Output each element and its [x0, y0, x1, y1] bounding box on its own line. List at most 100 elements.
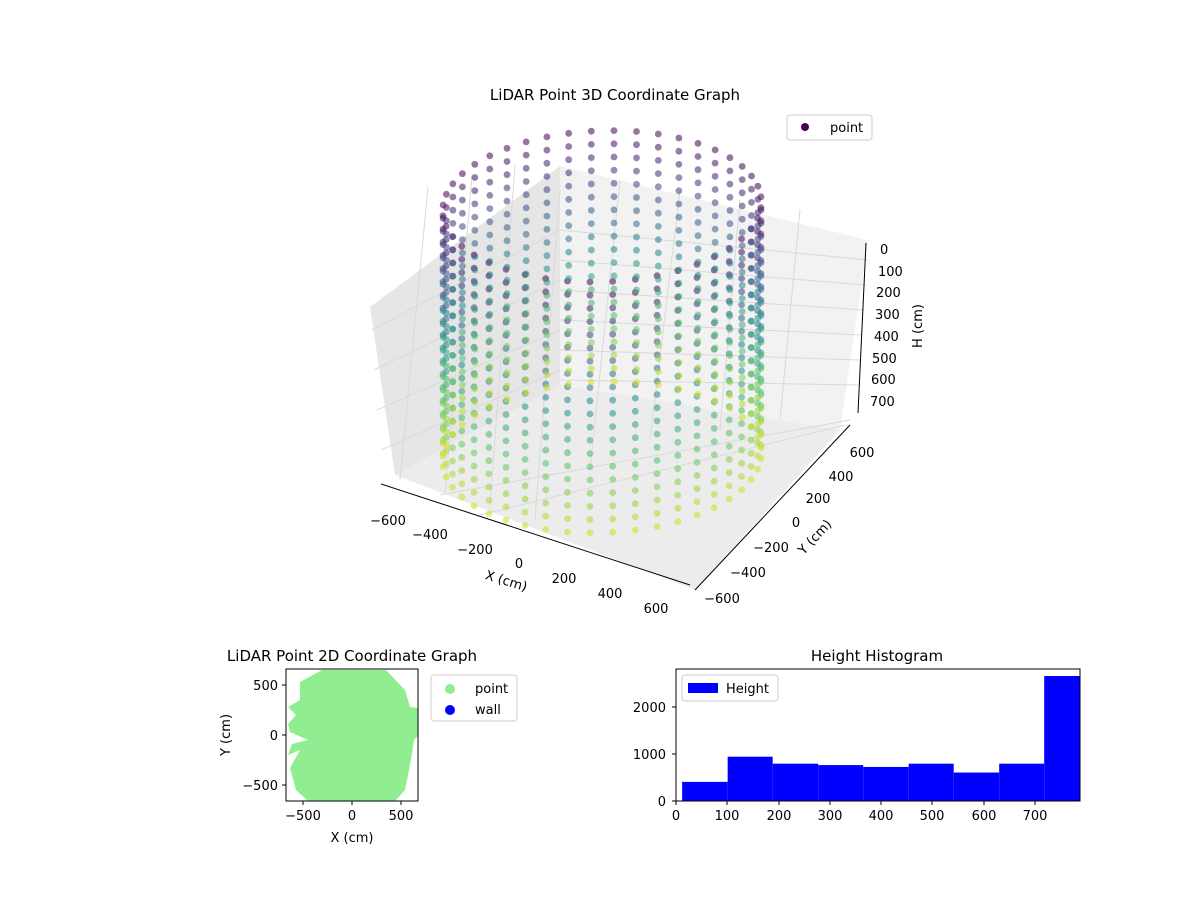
scan-point: [459, 223, 466, 230]
scan-point: [471, 160, 479, 168]
scan-point: [711, 225, 719, 233]
scan-point: [694, 153, 702, 160]
scan-point: [710, 411, 718, 419]
scan-point: [726, 167, 734, 175]
scan-point: [586, 344, 594, 352]
scan-point: [694, 364, 702, 372]
scan-point: [738, 361, 746, 368]
scan-point: [694, 351, 702, 358]
scan-point: [443, 375, 450, 383]
legend-label-wall: wall: [475, 703, 501, 718]
scan-point: [609, 317, 617, 325]
scan-point: [449, 193, 457, 201]
scan-point: [543, 291, 551, 299]
scan-point: [503, 263, 511, 271]
scan-point: [694, 166, 702, 174]
scan-point: [609, 476, 617, 483]
scan-point: [565, 195, 573, 203]
scan-point: [503, 303, 511, 311]
scan-point: [738, 486, 745, 494]
scan-point: [587, 259, 595, 267]
scan-point: [586, 305, 594, 312]
scan-point: [564, 462, 571, 470]
scan-point: [503, 158, 511, 165]
scan-point: [653, 523, 661, 530]
scan-point: [711, 384, 719, 391]
histogram-bar: [953, 772, 1000, 801]
scan-point: [693, 498, 701, 506]
point-cloud-2d: [288, 670, 418, 801]
scan-point: [502, 477, 510, 484]
scan-point: [543, 199, 551, 207]
scan-point: [486, 284, 494, 292]
scan-point: [633, 180, 640, 188]
scan-point: [754, 209, 762, 217]
scan-point: [609, 278, 617, 285]
histogram-bar: [1044, 675, 1080, 801]
y-tick-label: 0: [658, 795, 666, 810]
scan-point: [693, 485, 701, 493]
scan-point: [522, 191, 530, 199]
scan-point: [485, 430, 493, 438]
scan-point: [503, 237, 511, 245]
scan-point: [654, 328, 662, 336]
scan-point: [675, 385, 683, 393]
scan-point: [459, 262, 466, 270]
scan-point: [503, 276, 511, 284]
scan-point: [471, 187, 479, 195]
scan-point: [470, 462, 478, 470]
scan-point: [443, 204, 450, 211]
x-axis-line: [380, 483, 691, 586]
scan-point: [725, 469, 733, 477]
scan-point: [694, 219, 702, 226]
y-tick-label: −200: [753, 541, 789, 556]
scan-point: [694, 179, 702, 187]
scan-point: [754, 328, 762, 335]
scan-point: [675, 266, 683, 274]
y-tick-label: −500: [242, 779, 278, 794]
axes-3d: [380, 242, 867, 591]
scan-point: [653, 417, 661, 425]
scan-point: [711, 186, 719, 193]
scan-point: [486, 403, 494, 410]
scan-point: [754, 222, 762, 230]
scan-point: [502, 411, 510, 418]
scan-point: [470, 423, 478, 430]
scan-point: [738, 393, 745, 401]
scan-point: [586, 291, 594, 299]
legend-label-point: point: [830, 121, 863, 136]
scan-point: [565, 301, 573, 309]
scan-point: [502, 516, 510, 524]
scan-point: [449, 325, 457, 333]
scan-point: [443, 322, 450, 330]
scan-point: [522, 283, 530, 291]
scan-point: [653, 509, 661, 517]
scan-point: [609, 304, 617, 312]
scan-point: [449, 365, 457, 372]
scan-point: [738, 235, 745, 243]
scan-point: [486, 324, 494, 331]
scan-point: [693, 419, 701, 427]
scan-point: [564, 515, 571, 523]
scan-point: [610, 259, 618, 266]
scan-point: [542, 526, 550, 533]
scan-point: [521, 495, 529, 503]
scan-point: [748, 291, 755, 299]
scan-point: [747, 476, 755, 483]
scan-point: [543, 318, 551, 326]
scan-point: [485, 457, 493, 465]
z-axis-label: H (cm): [911, 304, 926, 348]
scan-point: [609, 489, 617, 496]
scan-point: [586, 318, 594, 325]
x-tick-label: 200: [767, 809, 792, 824]
scan-point: [543, 133, 551, 141]
scan-point: [654, 183, 662, 191]
scan-point: [674, 478, 682, 486]
scan-point: [675, 372, 683, 379]
scan-point: [459, 236, 466, 244]
scan-point: [449, 418, 457, 425]
chart-3d-title: LiDAR Point 3D Coordinate Graph: [490, 86, 740, 104]
scan-point: [694, 324, 702, 332]
scan-point: [653, 404, 661, 412]
scan-point: [543, 173, 551, 180]
